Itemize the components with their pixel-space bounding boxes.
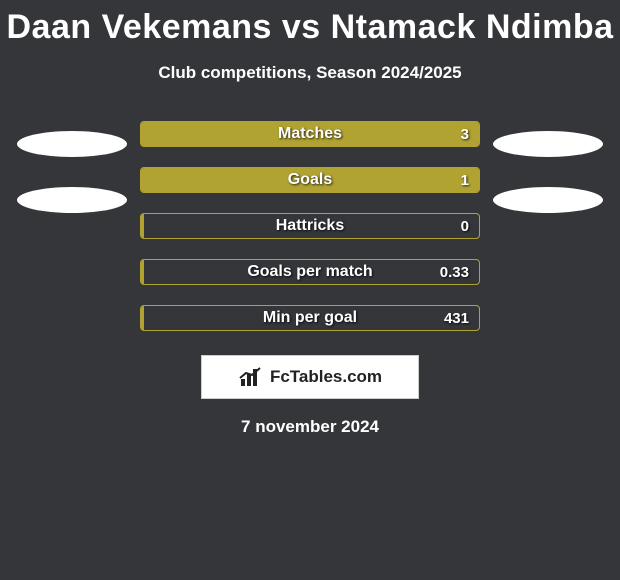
player-left-marker-2 bbox=[17, 187, 127, 213]
bar-label: Goals per match bbox=[141, 260, 479, 284]
brand-text: FcTables.com bbox=[270, 367, 382, 387]
bar-label: Matches bbox=[141, 122, 479, 146]
bar-label: Min per goal bbox=[141, 306, 479, 330]
bar-goals: Goals 1 bbox=[140, 167, 480, 193]
bar-matches: Matches 3 bbox=[140, 121, 480, 147]
right-player-col bbox=[480, 121, 620, 331]
bar-min-per-goal: Min per goal 431 bbox=[140, 305, 480, 331]
bar-label: Goals bbox=[141, 168, 479, 192]
bar-value: 0.33 bbox=[440, 260, 469, 284]
left-player-col bbox=[0, 121, 140, 331]
player-right-marker-1 bbox=[493, 131, 603, 157]
brand-chart-icon bbox=[238, 366, 264, 388]
player-left-marker-1 bbox=[17, 131, 127, 157]
bar-value: 0 bbox=[461, 214, 469, 238]
bar-value: 431 bbox=[444, 306, 469, 330]
subtitle: Club competitions, Season 2024/2025 bbox=[158, 63, 461, 83]
page-title: Daan Vekemans vs Ntamack Ndimba bbox=[6, 8, 613, 47]
date-line: 7 november 2024 bbox=[241, 417, 379, 437]
player-right-marker-2 bbox=[493, 187, 603, 213]
brand-badge: FcTables.com bbox=[201, 355, 419, 399]
comparison-infographic: Daan Vekemans vs Ntamack Ndimba Club com… bbox=[0, 0, 620, 437]
chart-area: Matches 3 Goals 1 Hattricks 0 Goals per … bbox=[0, 121, 620, 331]
bar-label: Hattricks bbox=[141, 214, 479, 238]
bars-column: Matches 3 Goals 1 Hattricks 0 Goals per … bbox=[140, 121, 480, 331]
bar-hattricks: Hattricks 0 bbox=[140, 213, 480, 239]
bar-goals-per-match: Goals per match 0.33 bbox=[140, 259, 480, 285]
bar-value: 3 bbox=[461, 122, 469, 146]
bar-value: 1 bbox=[461, 168, 469, 192]
